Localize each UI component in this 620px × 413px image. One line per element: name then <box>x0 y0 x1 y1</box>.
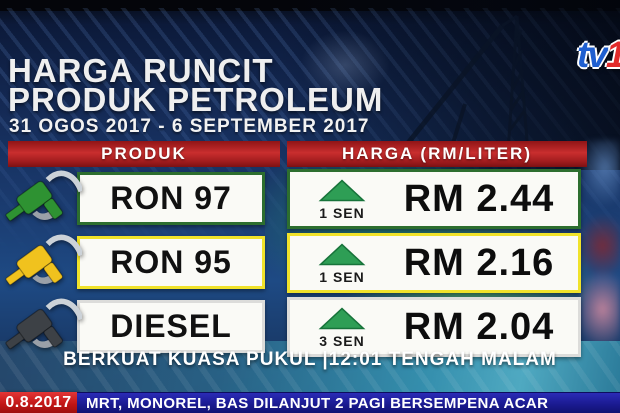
ticker-headline: MRT, MONOREL, BAS DILANJUT 2 PAGI BERSEM… <box>77 392 620 413</box>
product-label: RON 95 <box>110 244 232 280</box>
page-title: HARGA RUNCIT PRODUK PETROLEUM <box>8 52 384 118</box>
table-row: RON 95 1 SEN RM 2.16 <box>0 232 620 294</box>
tv1-logo: tv1 <box>577 34 620 76</box>
right-edge-photo-strip <box>581 140 620 375</box>
change-amount: 3 SEN <box>319 333 365 349</box>
price-change: 1 SEN <box>290 172 394 226</box>
fuel-nozzle-icon <box>5 298 82 350</box>
price-up-arrow-icon <box>318 179 366 202</box>
table-row: RON 97 1 SEN RM 2.44 <box>0 168 620 230</box>
fuel-nozzle-icon <box>5 170 82 222</box>
title-line1: HARGA RUNCIT <box>8 52 274 89</box>
price-change: 3 SEN <box>290 300 394 354</box>
price-value: RM 2.44 <box>403 177 555 220</box>
tv1-logo-tv: tv <box>577 34 608 75</box>
ticker-date-badge: 0.8.2017 <box>0 392 77 413</box>
price-value: RM 2.16 <box>403 241 555 284</box>
tv1-logo-one: 1 <box>606 34 620 75</box>
product-box: RON 95 <box>77 236 265 289</box>
effective-time-note: BERKUAT KUASA PUKUL |12:01 TENGAH MALAM <box>63 349 557 370</box>
price-box: 1 SEN RM 2.44 <box>287 169 581 229</box>
price-up-arrow-icon <box>318 307 366 330</box>
price-box: 1 SEN RM 2.16 <box>287 233 581 293</box>
price-change: 1 SEN <box>290 236 394 290</box>
product-box: RON 97 <box>77 172 265 225</box>
price-value: RM 2.04 <box>403 305 555 348</box>
table-row: DIESEL 3 SEN RM 2.04 <box>0 296 620 358</box>
change-amount: 1 SEN <box>319 269 365 285</box>
price-box: 3 SEN RM 2.04 <box>287 297 581 357</box>
fuel-nozzle-icon <box>5 234 82 286</box>
title-line2: PRODUK PETROLEUM <box>8 81 384 118</box>
background-glow <box>300 30 390 100</box>
product-box: DIESEL <box>77 300 265 353</box>
change-amount: 1 SEN <box>319 205 365 221</box>
product-label: DIESEL <box>110 308 232 344</box>
product-label: RON 97 <box>110 180 232 216</box>
news-ticker: 0.8.2017 MRT, MONOREL, BAS DILANJUT 2 PA… <box>0 392 620 413</box>
price-up-arrow-icon <box>318 243 366 266</box>
column-header-harga: HARGA (RM/LITER) <box>287 141 587 167</box>
oil-rig-silhouette-icon <box>398 14 530 153</box>
date-range: 31 OGOS 2017 - 6 SEPTEMBER 2017 <box>9 116 370 137</box>
column-header-produk: PRODUK <box>8 141 280 167</box>
